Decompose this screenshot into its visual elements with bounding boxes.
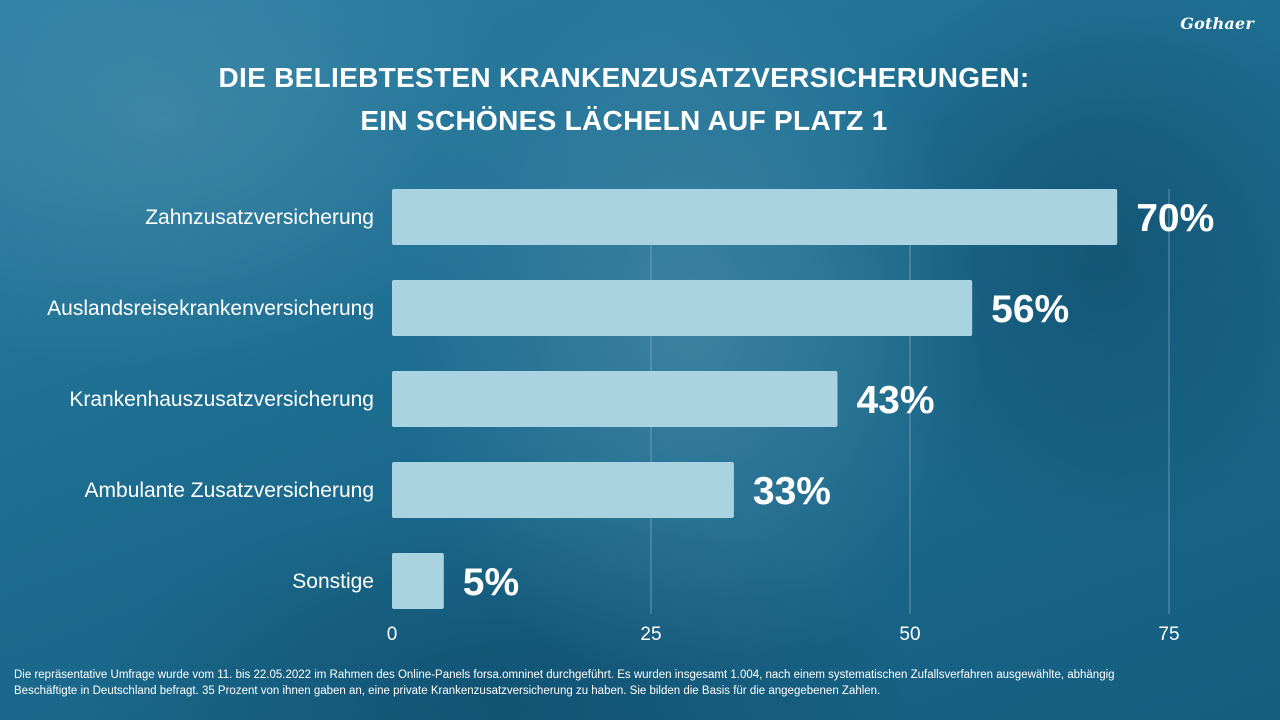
x-tick-label-1: 25: [640, 624, 661, 645]
page-title: DIE BELIEBTESTEN KRANKENZUSATZVERSICHERU…: [0, 56, 1248, 142]
bar-chart: 0 25 50 75 Zahnzusatzversicherung 70% Auslands…: [47, 189, 1214, 645]
category-label-4: Sonstige: [292, 570, 374, 593]
category-label-3: Ambulante Zusatzversicherung: [85, 479, 374, 502]
bar-0: [392, 189, 1118, 245]
category-label-1: Auslandsreisekrankenversicherung: [47, 297, 374, 320]
footnote: Die repräsentative Umfrage wurde vom 11.…: [14, 667, 1254, 699]
category-label-2: Krankenhauszusatzversicherung: [69, 388, 374, 411]
x-tick-label-3: 75: [1158, 624, 1179, 645]
category-label-0: Zahnzusatzversicherung: [145, 206, 374, 229]
title-line-1: DIE BELIEBTESTEN KRANKENZUSATZVERSICHERU…: [218, 62, 1030, 93]
x-tick-label-2: 50: [899, 624, 920, 645]
bar-4: [392, 553, 444, 609]
footnote-line-1: Die repräsentative Umfrage wurde vom 11.…: [14, 669, 1115, 681]
value-label-3: 33%: [753, 470, 831, 513]
value-label-1: 56%: [991, 288, 1069, 331]
x-tick-label-0: 0: [387, 624, 398, 645]
value-label-4: 5%: [463, 561, 519, 604]
bar-1: [392, 280, 973, 336]
bar-3: [392, 462, 734, 518]
gothaer-logo: Gothaer: [1180, 14, 1254, 33]
bar-2: [392, 371, 838, 427]
value-label-0: 70%: [1136, 197, 1214, 240]
title-line-2: EIN SCHÖNES LÄCHELN AUF PLATZ 1: [360, 105, 888, 136]
value-label-2: 43%: [856, 379, 934, 422]
footnote-line-2: Beschäftigte in Deutschland befragt. 35 …: [14, 685, 881, 697]
